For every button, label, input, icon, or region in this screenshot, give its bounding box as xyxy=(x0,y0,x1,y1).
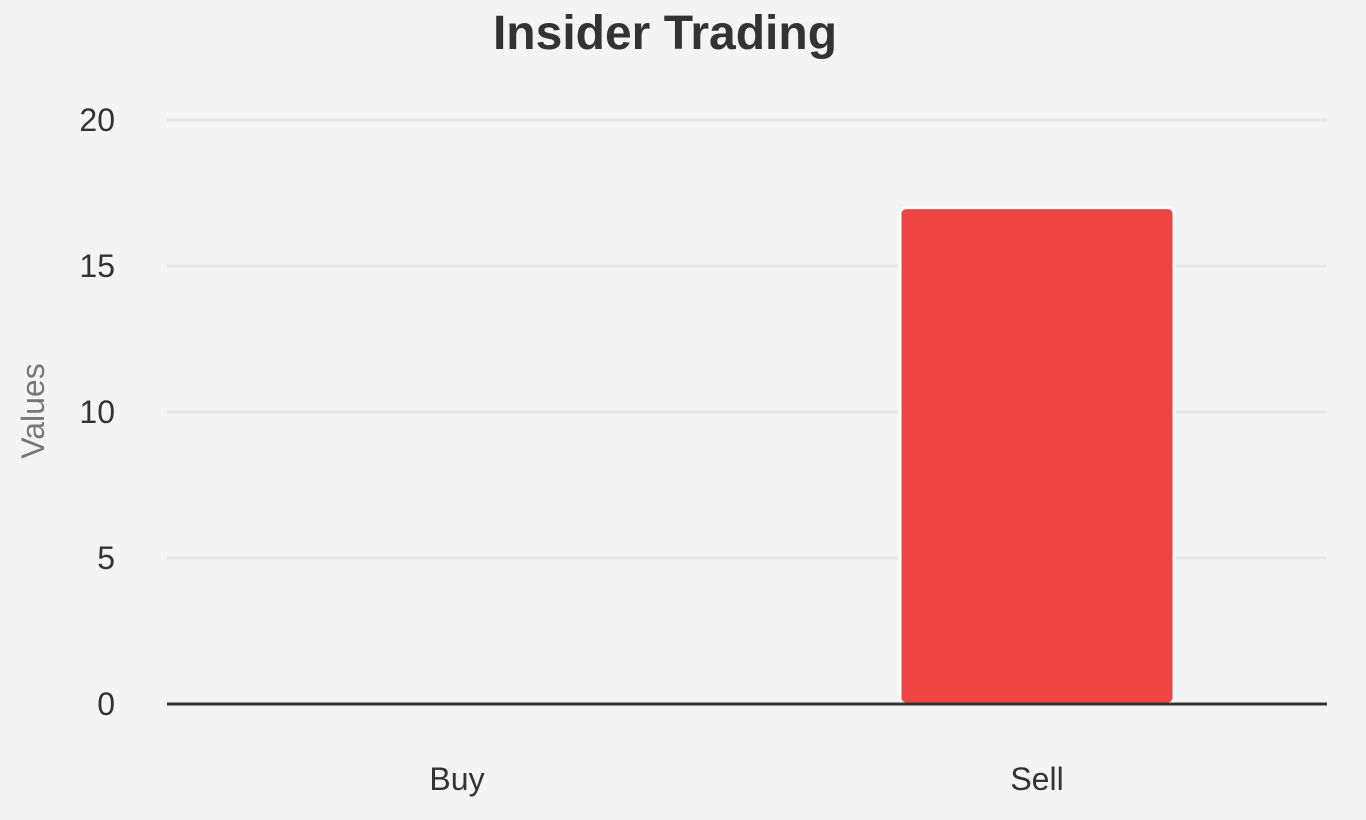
y-tick-label: 0 xyxy=(97,686,115,722)
x-axis-ticks: Buy Sell xyxy=(429,761,1063,797)
y-tick-label: 15 xyxy=(79,248,115,284)
y-tick-label: 5 xyxy=(97,540,115,576)
bars xyxy=(898,206,1176,706)
bar-sell[interactable] xyxy=(898,206,1176,706)
y-tick-label: 20 xyxy=(79,102,115,138)
y-axis-ticks: 0 5 10 15 20 xyxy=(79,102,115,722)
y-axis-label: Values xyxy=(15,363,51,458)
x-tick-label: Sell xyxy=(1010,761,1063,797)
y-tick-label: 10 xyxy=(79,394,115,430)
x-tick-label: Buy xyxy=(429,761,484,797)
chart-title: Insider Trading xyxy=(493,7,837,60)
